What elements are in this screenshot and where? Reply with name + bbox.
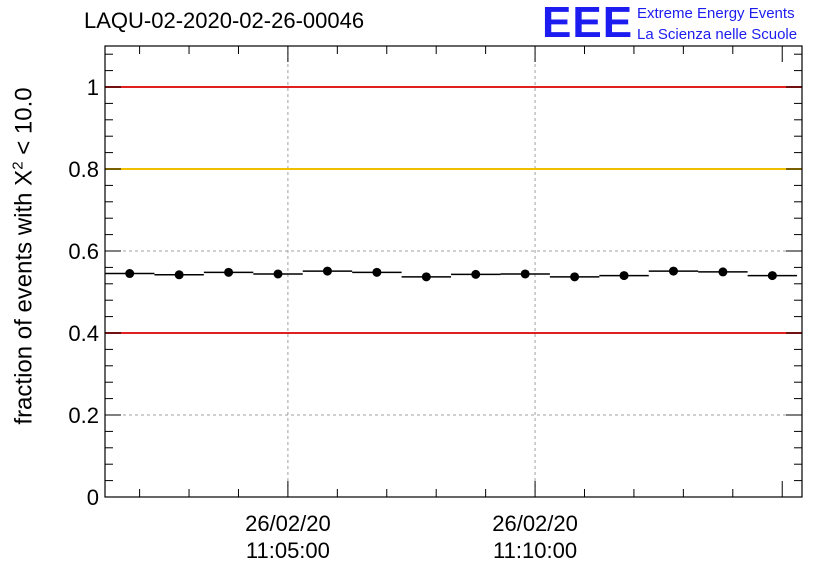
- eee-logo-mark: EEE: [542, 0, 634, 47]
- y-tick-label: 0.2: [68, 403, 99, 428]
- y-tick-label: 0.4: [68, 321, 99, 346]
- logo-line-scienza-scuole: La Scienza nelle Scuole: [637, 26, 798, 43]
- data-point: [174, 270, 184, 280]
- data-point: [273, 269, 283, 279]
- x-tick-label-date: 26/02/20: [492, 511, 578, 536]
- data-point: [668, 266, 678, 276]
- data-point: [619, 271, 629, 281]
- data-point: [372, 267, 382, 277]
- data-point: [767, 271, 777, 281]
- data-point: [224, 267, 234, 277]
- data-point: [125, 269, 135, 279]
- data-point: [520, 269, 530, 279]
- chart-title: LAQU-02-2020-02-26-00046: [84, 8, 365, 33]
- x-tick-label-date: 26/02/20: [245, 511, 331, 536]
- eee-logo: EEE Extreme Energy Events La Scienza nel…: [542, 0, 832, 47]
- data-point: [421, 272, 431, 282]
- data-point: [718, 267, 728, 277]
- plot-frame: [104, 45, 803, 498]
- y-tick-label: 0.6: [68, 239, 99, 264]
- data-point: [570, 272, 580, 282]
- x-tick-label-time: 11:05:00: [246, 538, 330, 563]
- y-tick-label: 0.8: [68, 157, 99, 182]
- data-point: [471, 269, 481, 279]
- y-tick-label: 0: [87, 485, 99, 510]
- logo-line-extreme-energy-events: Extreme Energy Events: [637, 5, 795, 22]
- y-tick-label: 1: [87, 75, 99, 100]
- x-tick-label-time: 11:10:00: [493, 538, 577, 563]
- data-point: [322, 266, 332, 276]
